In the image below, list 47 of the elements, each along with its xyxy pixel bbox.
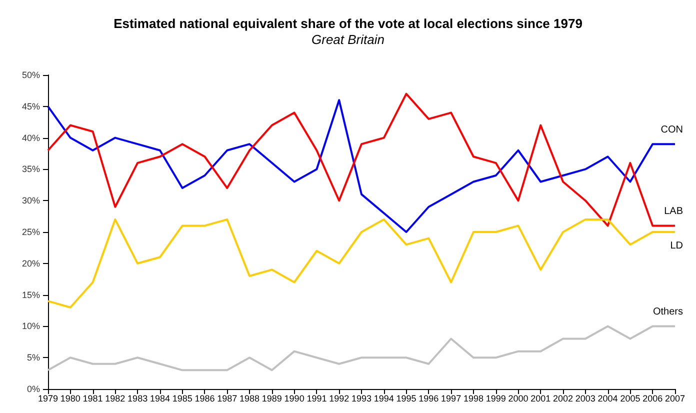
line-series bbox=[47, 325, 676, 372]
x-tick-label: 1994 bbox=[374, 394, 394, 404]
x-tick-label: 1995 bbox=[396, 394, 416, 404]
y-tick-label: 30% bbox=[22, 196, 40, 206]
x-tick-label: 1984 bbox=[150, 394, 170, 404]
x-tick-label: 1985 bbox=[172, 394, 192, 404]
x-tick-label: 2003 bbox=[575, 394, 596, 404]
x-tick-label: 1996 bbox=[418, 394, 439, 404]
x-tick-label: 1990 bbox=[284, 394, 304, 404]
x-tick-label: 2001 bbox=[530, 394, 551, 404]
y-tick-label: 25% bbox=[22, 227, 40, 237]
y-tick-label: 20% bbox=[22, 258, 40, 268]
y-tick-label: 15% bbox=[22, 290, 40, 300]
y-tick-label: 40% bbox=[22, 132, 40, 143]
x-tick-label: 2004 bbox=[598, 394, 618, 404]
x-tick-label: 1988 bbox=[240, 394, 260, 404]
x-tick-label: 2000 bbox=[508, 394, 528, 404]
x-tick-label: 1989 bbox=[262, 394, 282, 404]
x-tick-label: 1992 bbox=[329, 394, 350, 404]
x-tick-label: 1981 bbox=[82, 394, 103, 404]
x-tick-label: 1980 bbox=[60, 394, 80, 404]
series-label: Others bbox=[652, 306, 683, 318]
y-tick-label: 45% bbox=[22, 101, 40, 112]
x-tick-label: 1997 bbox=[441, 394, 462, 404]
series-label: LAB bbox=[664, 206, 684, 218]
x-tick-label: 1982 bbox=[105, 394, 126, 404]
y-tick-label: 50% bbox=[22, 70, 40, 80]
chart-subtitle: Great Britain bbox=[312, 32, 384, 47]
x-tick-label: 1999 bbox=[486, 394, 506, 404]
x-tick-label: 1979 bbox=[38, 394, 58, 404]
x-tick-label: 1983 bbox=[128, 394, 148, 404]
x-tick-label: 2002 bbox=[553, 394, 574, 404]
x-tick-label: 1991 bbox=[306, 394, 327, 404]
y-tick-label: 10% bbox=[22, 321, 40, 332]
x-tick-label: 2006 bbox=[642, 394, 663, 404]
x-tick-label: 1987 bbox=[217, 394, 238, 404]
y-tick-label: 5% bbox=[26, 352, 40, 363]
x-tick-label: 2007 bbox=[664, 394, 686, 404]
series-label: CON bbox=[660, 124, 683, 136]
x-tick-label: 1986 bbox=[194, 394, 215, 404]
x-tick-label: 1998 bbox=[463, 394, 484, 404]
y-tick-label: 0% bbox=[26, 384, 40, 394]
chart-title: Estimated national equivalent share of the vote at local elections since 1979 bbox=[114, 16, 582, 31]
x-tick-label: 1993 bbox=[351, 394, 372, 404]
x-tick-label: 2005 bbox=[620, 394, 640, 404]
y-tick-label: 35% bbox=[22, 164, 40, 174]
series-label: LD bbox=[670, 240, 683, 252]
